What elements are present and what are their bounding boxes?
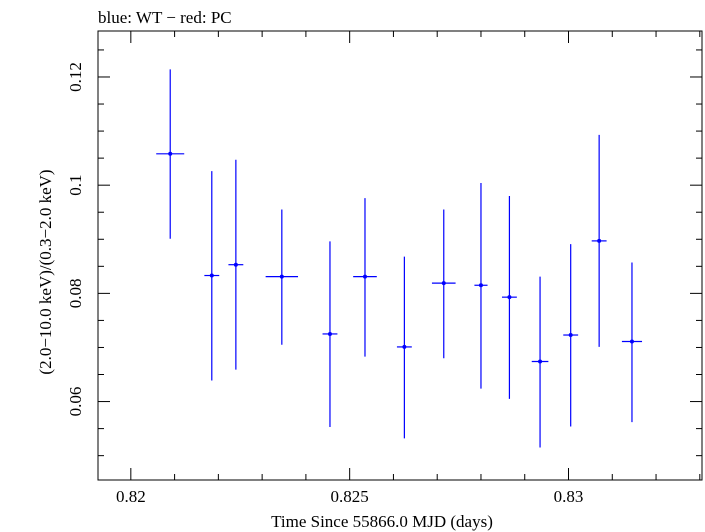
x-tick-label: 0.82	[116, 487, 146, 506]
data-points	[156, 69, 643, 448]
y-tick-label: 0.08	[66, 278, 85, 308]
chart-title: blue: WT − red: PC	[98, 8, 232, 27]
y-axis-label: (2.0−10.0 keV)/(0.3−2.0 keV)	[36, 169, 55, 374]
x-tick-labels: 0.82 0.825 0.83	[116, 487, 583, 506]
point-marker	[362, 274, 367, 279]
data-point	[396, 256, 412, 439]
data-point	[156, 69, 185, 239]
data-point	[591, 134, 607, 347]
y-tick-label: 0.1	[66, 175, 85, 196]
data-point	[531, 276, 549, 448]
point-marker	[441, 281, 446, 286]
plot-frame	[97, 30, 703, 481]
data-point	[621, 262, 643, 423]
x-tick-label: 0.825	[331, 487, 369, 506]
point-marker	[209, 273, 214, 278]
axis-ticks	[98, 31, 702, 480]
y-tick-labels: 0.06 0.08 0.1 0.12	[66, 62, 85, 416]
point-marker	[402, 344, 407, 349]
x-axis-label: Time Since 55866.0 MJD (days)	[271, 512, 493, 531]
data-point	[501, 195, 517, 399]
point-marker	[279, 274, 284, 279]
point-marker	[327, 331, 332, 336]
data-point	[204, 171, 220, 381]
point-marker	[478, 283, 483, 288]
point-marker	[168, 151, 173, 156]
point-marker	[507, 295, 512, 300]
data-point	[228, 159, 244, 370]
point-marker	[629, 339, 634, 344]
y-tick-label: 0.06	[66, 387, 85, 417]
point-marker	[233, 262, 238, 267]
point-marker	[538, 359, 543, 364]
data-point	[353, 198, 377, 357]
x-tick-label: 0.83	[554, 487, 584, 506]
point-marker	[597, 238, 602, 243]
data-point	[431, 209, 456, 359]
data-point	[563, 244, 579, 427]
data-point	[265, 209, 299, 345]
data-point	[474, 183, 488, 389]
point-marker	[568, 333, 573, 338]
data-point	[322, 241, 338, 427]
y-tick-label: 0.12	[66, 62, 85, 92]
